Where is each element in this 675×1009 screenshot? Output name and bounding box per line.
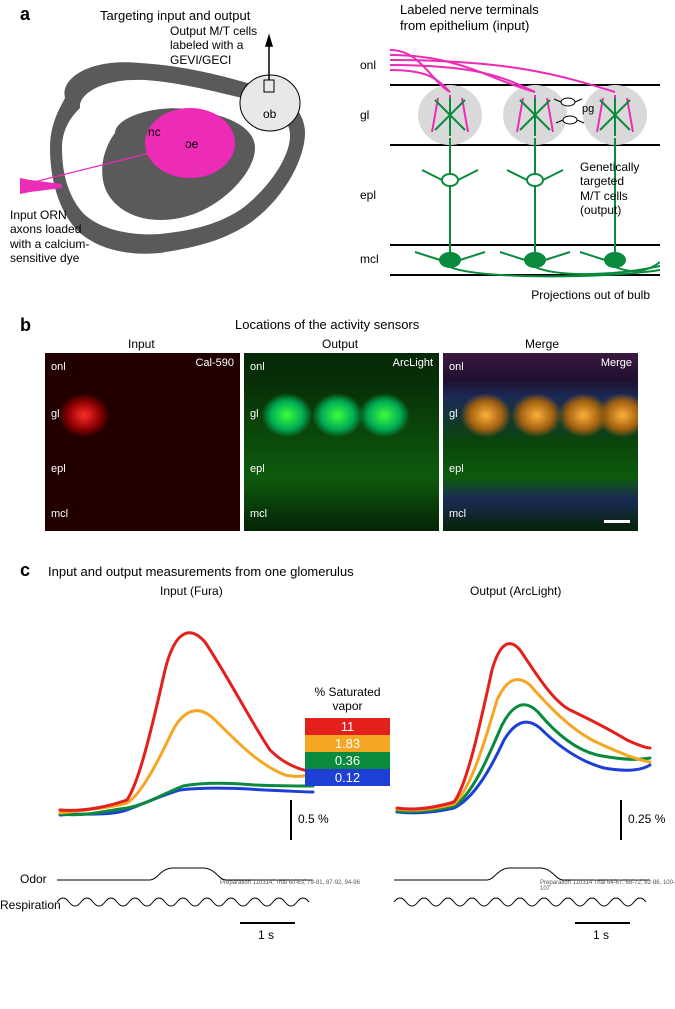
odor-label: Odor	[20, 872, 47, 886]
svg-text:nc: nc	[148, 125, 161, 139]
scalebar-left	[290, 800, 292, 840]
panel-a-left-title: Targeting input and output	[100, 8, 250, 23]
resp-trace-right	[392, 890, 652, 914]
col-merge: Merge	[525, 337, 559, 351]
scalebar-micro	[604, 520, 630, 523]
b-mcl-1: mcl	[51, 508, 68, 520]
panel-b: b Locations of the activity sensors Inpu…	[0, 315, 675, 550]
legend-row: 1.83	[305, 735, 390, 752]
b-onl-1: onl	[51, 361, 66, 373]
b-onl-3: onl	[449, 361, 464, 373]
b-onl-2: onl	[250, 361, 265, 373]
resp-trace-left	[55, 890, 315, 914]
scalebar-right	[620, 800, 622, 840]
legend-title: % Saturated vapor	[305, 685, 390, 714]
input-label-text: Input ORN axons loaded with a calcium- s…	[10, 208, 89, 265]
genetic-label: Genetically targeted M/T cells (output)	[580, 160, 660, 218]
micrograph-input: Cal-590 onl gl epl mcl	[45, 353, 240, 531]
b-gl-3: gl	[449, 408, 458, 420]
legend-row: 0.36	[305, 752, 390, 769]
scale-right-label: 0.25 %	[628, 812, 665, 826]
legend-concentration: % Saturated vapor 111.830.360.12	[305, 685, 390, 786]
layer-mcl: mcl	[360, 252, 379, 266]
time-left: 1 s	[258, 928, 274, 942]
resp-label: Respiration	[0, 898, 61, 912]
input-label: Input ORN axons loaded with a calcium- s…	[10, 208, 130, 266]
panel-c: c Input and output measurements from one…	[0, 560, 675, 1000]
plot-right-title: Output (ArcLight)	[470, 584, 561, 598]
col-input: Input	[128, 337, 155, 351]
legend-row: 0.12	[305, 769, 390, 786]
corner-merge: Merge	[601, 357, 632, 369]
projections-label: Projections out of bulb	[531, 288, 650, 302]
scale-left-label: 0.5 %	[298, 812, 329, 826]
diagram-right-layers: pg onl	[360, 20, 660, 305]
b-mcl-3: mcl	[449, 508, 466, 520]
layer-epl: epl	[360, 188, 376, 202]
output-label: Output M/T cells labeled with a GEVI/GEC…	[170, 24, 310, 67]
micrograph-output: ArcLight onl gl epl mcl	[244, 353, 439, 531]
corner-arclight: ArcLight	[393, 357, 433, 369]
panel-a: a Targeting input and output oe nc ob	[0, 0, 675, 305]
b-mcl-2: mcl	[250, 508, 267, 520]
b-gl-2: gl	[250, 408, 259, 420]
b-epl-3: epl	[449, 463, 464, 475]
svg-text:ob: ob	[263, 107, 277, 121]
output-label-text: Output M/T cells labeled with a GEVI/GEC…	[170, 24, 257, 67]
panel-c-title: Input and output measurements from one g…	[48, 564, 354, 579]
b-gl-1: gl	[51, 408, 60, 420]
svg-text:pg: pg	[582, 103, 594, 115]
panel-a-label: a	[20, 4, 30, 25]
layer-gl: gl	[360, 108, 369, 122]
panel-c-label: c	[20, 560, 30, 581]
panel-b-title: Locations of the activity sensors	[235, 317, 419, 332]
panel-b-label: b	[20, 315, 31, 336]
plot-output	[392, 600, 652, 900]
diagram-left-brain: oe nc ob Output M/T cells labeled with a…	[20, 28, 330, 288]
layer-onl: onl	[360, 58, 376, 72]
corner-cal590: Cal-590	[195, 357, 234, 369]
micrograph-row: Cal-590 onl gl epl mcl ArcLight onl gl e…	[45, 353, 638, 531]
legend-row: 11	[305, 718, 390, 735]
b-epl-1: epl	[51, 463, 66, 475]
timebar-left	[240, 922, 295, 924]
timebar-right	[575, 922, 630, 924]
b-epl-2: epl	[250, 463, 265, 475]
col-output: Output	[322, 337, 358, 351]
plot-left-title: Input (Fura)	[160, 584, 223, 598]
time-right: 1 s	[593, 928, 609, 942]
micrograph-merge: Merge onl gl epl mcl	[443, 353, 638, 531]
prep1: Preparation 110314, Trial 60-63, 79-81, …	[220, 880, 360, 886]
plot-input	[55, 600, 315, 900]
